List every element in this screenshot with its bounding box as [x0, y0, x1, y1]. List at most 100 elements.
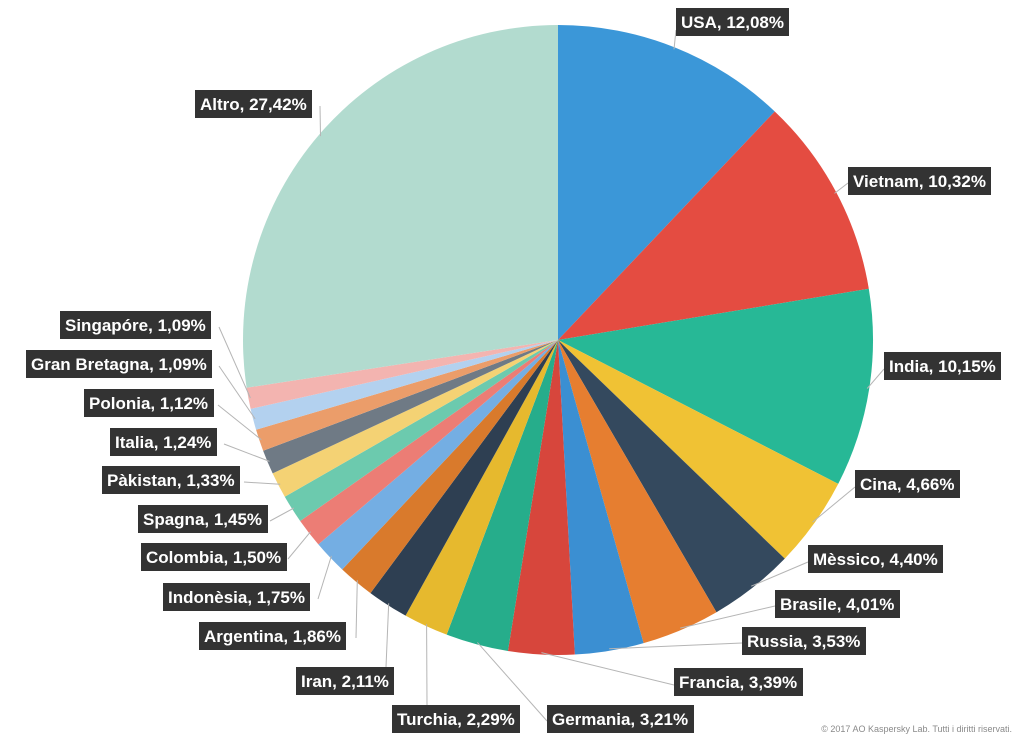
pie-slice-indonesia — [318, 340, 558, 570]
slice-label-gran-bretagna: Gran Bretagna, 1,09% — [26, 350, 212, 378]
slice-label-cina: Cina, 4,66% — [855, 470, 960, 498]
slice-label-text: Polonia, 1,12% — [89, 394, 208, 413]
pie-slice-brasile — [558, 340, 717, 644]
slice-label-bg — [674, 668, 803, 696]
slice-label-turchia: Turchia, 2,29% — [392, 705, 520, 733]
slice-label-usa: USA, 12,08% — [676, 8, 789, 36]
leader-line-russia — [609, 642, 743, 650]
slice-label-messico: Mèssico, 4,40% — [808, 545, 943, 573]
slice-label-bg — [855, 470, 960, 498]
slice-label-italia: Italia, 1,24% — [110, 428, 217, 456]
copyright-notice: © 2017 AO Kaspersky Lab. Tutti i diritti… — [821, 724, 1012, 734]
pie-slice-messico — [558, 340, 785, 613]
pie-slice-pakistan — [272, 340, 558, 497]
pie-slice-argentina — [342, 340, 558, 594]
leader-line-vietnam — [834, 182, 849, 194]
leader-line-indonesia — [317, 555, 332, 600]
slice-label-spagna: Spagna, 1,45% — [138, 505, 268, 533]
pie-slice-usa — [558, 25, 775, 340]
leader-line-altro — [319, 105, 321, 137]
slice-label-bg — [163, 583, 310, 611]
slice-label-bg — [60, 311, 211, 339]
slice-label-bg — [676, 8, 789, 36]
slice-label-bg — [392, 705, 520, 733]
pie-slice-polonia — [256, 340, 558, 451]
pie-slice-russia — [558, 340, 644, 655]
slice-label-text: Germania, 3,21% — [552, 710, 688, 729]
slice-label-text: Vietnam, 10,32% — [853, 172, 986, 191]
slice-label-india: India, 10,15% — [884, 352, 1001, 380]
leader-line-singapore — [218, 326, 251, 399]
slice-label-bg — [848, 167, 991, 195]
slice-label-bg — [199, 622, 346, 650]
slice-label-text: Singapóre, 1,09% — [65, 316, 206, 335]
leader-line-italia — [223, 443, 270, 462]
leader-lines — [217, 29, 885, 722]
leader-line-usa — [673, 29, 677, 50]
pie-slice-iran — [370, 340, 558, 616]
slice-labels: USA, 12,08% Vietnam, 10,32% India, 10,15% C… — [26, 8, 1001, 733]
slice-label-text: Italia, 1,24% — [115, 433, 211, 452]
slice-label-text: Indonèsia, 1,75% — [168, 588, 305, 607]
leader-line-colombia — [287, 531, 311, 560]
slice-label-singapore: Singapóre, 1,09% — [60, 311, 211, 339]
slice-label-text: Argentina, 1,86% — [204, 627, 341, 646]
pie-slice-italia — [263, 340, 558, 474]
pie-slice-turchia — [405, 340, 558, 635]
slice-label-text: Altro, 27,42% — [200, 95, 307, 114]
slice-label-bg — [110, 428, 217, 456]
slice-label-bg — [547, 705, 694, 733]
slice-label-text: Pàkistan, 1,33% — [107, 471, 235, 490]
slice-label-pakistan: Pàkistan, 1,33% — [102, 466, 240, 494]
slice-label-bg — [26, 350, 212, 378]
slice-label-bg — [808, 545, 943, 573]
leader-line-polonia — [217, 404, 262, 441]
pie-slice-vietnam — [558, 111, 869, 341]
pie-slices — [242, 25, 874, 656]
slice-label-brasile: Brasile, 4,01% — [775, 590, 900, 618]
slice-label-bg — [195, 90, 312, 118]
slice-label-bg — [884, 352, 1001, 380]
slice-label-text: India, 10,15% — [889, 357, 996, 376]
slice-label-bg — [141, 543, 287, 571]
slice-label-text: Cina, 4,66% — [860, 475, 955, 494]
slice-label-russia: Russia, 3,53% — [742, 627, 866, 655]
slice-label-text: Turchia, 2,29% — [397, 710, 515, 729]
slice-label-francia: Francia, 3,39% — [674, 668, 803, 696]
slice-label-text: Gran Bretagna, 1,09% — [31, 355, 207, 374]
leader-line-argentina — [355, 580, 358, 639]
slice-label-bg — [138, 505, 268, 533]
leader-line-cina — [812, 486, 856, 523]
leader-line-brasile — [680, 605, 776, 629]
leader-line-pakistan — [243, 481, 281, 485]
slice-label-germania: Germania, 3,21% — [547, 705, 694, 733]
pie-slice-india — [558, 288, 874, 484]
leader-line-spagna — [269, 507, 295, 522]
leader-line-messico — [751, 561, 809, 587]
pie-slice-germania — [446, 340, 558, 651]
leader-line-india — [866, 368, 885, 389]
slice-label-bg — [296, 667, 394, 695]
pie-slice-gran-bretagna — [250, 340, 558, 430]
pie-slice-singapore — [246, 340, 558, 409]
pie-slice-colombia — [300, 340, 558, 545]
slice-label-text: Francia, 3,39% — [679, 673, 797, 692]
slice-label-iran: Iran, 2,11% — [296, 667, 394, 695]
slice-label-argentina: Argentina, 1,86% — [199, 622, 346, 650]
pie-slice-spagna — [284, 340, 558, 521]
slice-label-altro: Altro, 27,42% — [195, 90, 312, 118]
pie-slice-altro — [242, 25, 559, 388]
leader-line-iran — [385, 603, 390, 668]
slice-label-bg — [102, 466, 240, 494]
slice-label-polonia: Polonia, 1,12% — [84, 389, 214, 417]
slice-label-bg — [742, 627, 866, 655]
slice-label-text: Iran, 2,11% — [301, 672, 389, 691]
slice-label-text: Colombia, 1,50% — [146, 548, 281, 567]
slice-label-text: Brasile, 4,01% — [780, 595, 894, 614]
leader-line-gran-bretagna — [218, 365, 256, 420]
slice-label-text: Spagna, 1,45% — [143, 510, 262, 529]
slice-label-text: Mèssico, 4,40% — [813, 550, 938, 569]
slice-label-text: USA, 12,08% — [681, 13, 784, 32]
pie-slice-cina — [558, 340, 839, 559]
